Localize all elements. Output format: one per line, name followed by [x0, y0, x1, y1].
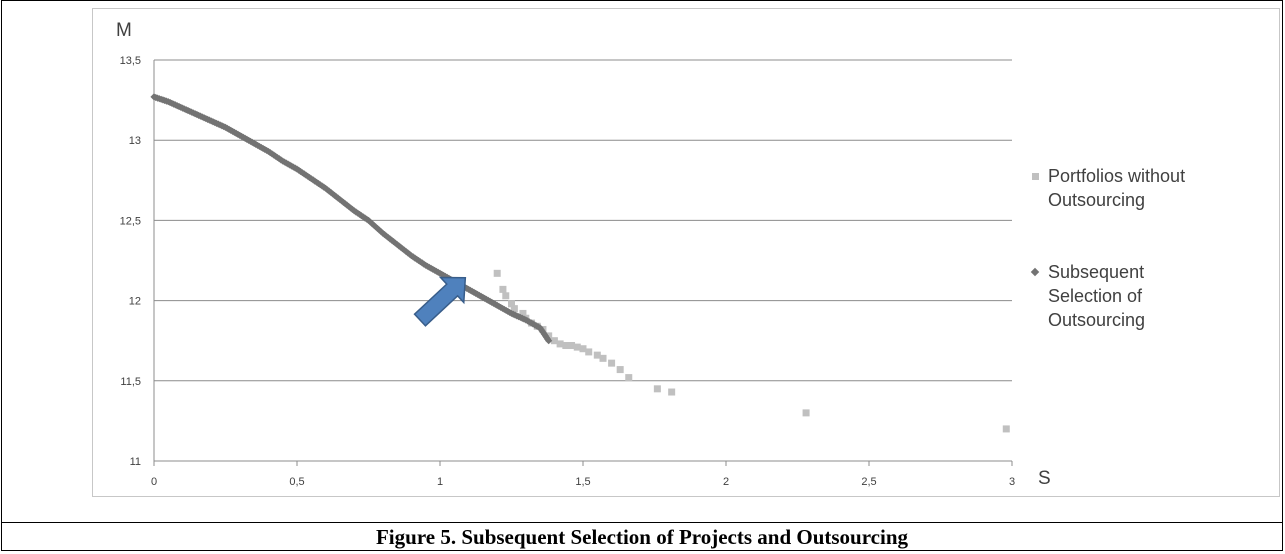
y-tick-label: 12,5 [120, 215, 141, 227]
data-point-square [585, 348, 593, 356]
series-subsequent-selection-of-outsourcing [150, 93, 553, 345]
y-tick-label: 11,5 [120, 376, 141, 388]
data-point-square [568, 342, 576, 350]
data-point-square [653, 385, 661, 393]
data-point-diamond [545, 337, 553, 345]
x-tick-label: 2,5 [861, 476, 876, 488]
series-portfolios-without-outsourcing [493, 269, 1010, 433]
y-tick-label: 11 [130, 456, 141, 468]
data-point-square [593, 351, 601, 359]
legend-label: Portfolios without Outsourcing [1048, 166, 1186, 210]
x-axis-label: S [1038, 468, 1051, 489]
data-point-square [668, 388, 676, 396]
figure-caption: Figure 5. Subsequent Selection of Projec… [375, 525, 909, 549]
data-point-square [493, 269, 501, 277]
gridlines [154, 59, 1012, 382]
data-point-square [802, 409, 810, 417]
data-point-square [499, 285, 507, 293]
data-point-square [579, 345, 587, 353]
x-tick-label: 0,5 [289, 476, 304, 488]
data-point-square [510, 305, 518, 313]
x-tick-label: 3 [1009, 476, 1015, 488]
data-point-square [519, 309, 527, 317]
x-tick-label: 1,5 [575, 476, 590, 488]
data-point-square [556, 340, 564, 348]
legend-label: Subsequent Selection of Outsourcing [1048, 262, 1146, 330]
data-point-square [625, 374, 633, 382]
y-tick-label: 12 [129, 296, 141, 308]
blue-arrow-icon [413, 276, 467, 327]
annotation-arrow [413, 276, 467, 327]
data-series [150, 93, 1010, 433]
y-tick-label: 13,5 [120, 55, 141, 67]
y-tick-label: 13 [129, 135, 141, 147]
data-point-square [608, 359, 616, 367]
axes [153, 60, 1013, 466]
caption-divider [1, 522, 1283, 523]
chart-area [92, 8, 1280, 497]
x-tick-label: 1 [437, 476, 443, 488]
legend-square-marker [1032, 173, 1039, 180]
data-point-square [616, 366, 624, 374]
data-point-square [550, 337, 558, 345]
y-axis-label: M [116, 20, 132, 41]
data-point-square [573, 343, 581, 351]
data-point-square [1002, 425, 1010, 433]
data-point-square [502, 292, 510, 300]
data-point-square [599, 354, 607, 362]
x-tick-label: 2 [723, 476, 729, 488]
x-tick-label: 0 [151, 476, 157, 488]
data-point-square [508, 300, 515, 308]
data-point-square [562, 342, 570, 350]
